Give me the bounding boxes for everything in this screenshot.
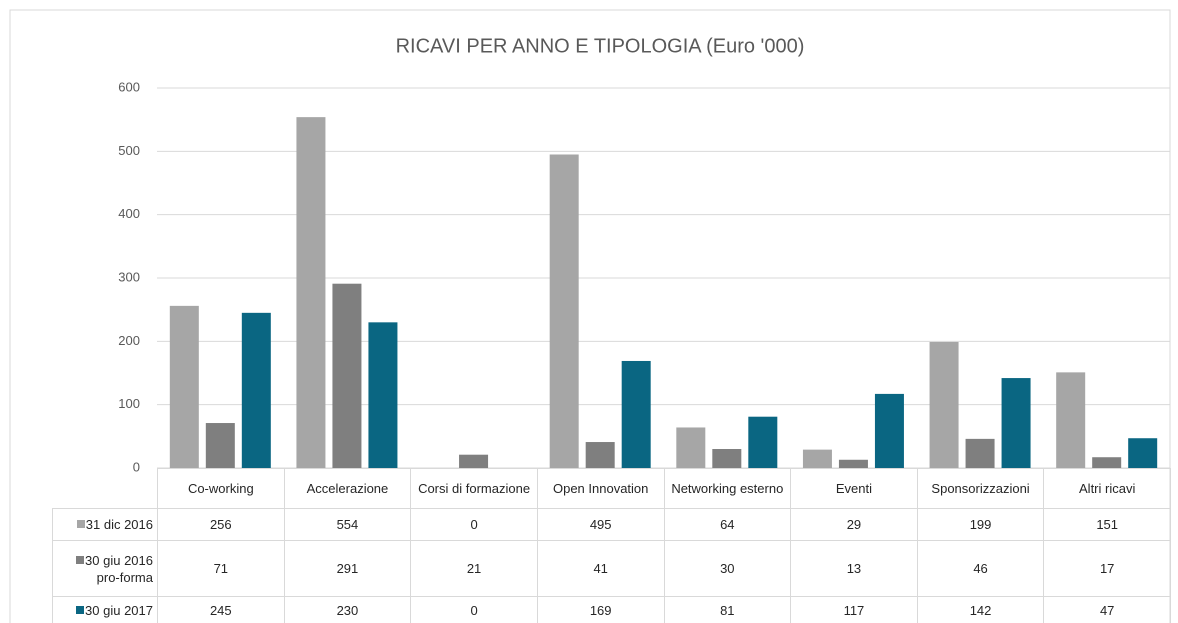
legend-label: 30 giu 2017 [85,602,153,618]
data-label: 13 [790,540,918,597]
legend-cell: 31 dic 2016 [52,508,158,541]
data-label: 554 [283,508,412,541]
data-label: 230 [283,596,412,623]
bar [965,438,995,468]
data-label: 30 [663,540,792,597]
bar [241,312,271,468]
table-row: 30 giu 2017 245 230 0 169 81 117 142 47 [52,596,1171,623]
y-tick-label: 100 [118,396,140,411]
data-label: 41 [536,540,665,597]
x-tick-label: Open Innovation [536,468,665,509]
data-label: 169 [536,596,665,623]
bar [929,341,959,468]
data-label: 495 [536,508,665,541]
table-row: 31 dic 2016 256 554 0 495 64 29 199 151 [52,508,1171,541]
bar [296,117,326,468]
legend-cell: 30 giu 2017 [52,596,158,623]
y-tick-label: 200 [118,333,140,348]
bar [802,449,832,468]
table-row: 30 giu 2016 pro-forma 71 291 21 41 30 13 46 17 [52,540,1171,597]
y-tick-label: 300 [118,269,140,284]
x-tick-label: Sponsorizzazioni [916,468,1045,509]
bar [585,442,615,468]
header-row: Co-working Accelerazione Corsi di formazio… [53,468,1171,509]
bar [712,449,742,468]
legend-key [76,520,85,528]
bar [1092,457,1122,468]
legend-label: 30 giu 2016 pro-forma [85,552,153,585]
legend-cell: 30 giu 2016 pro-forma [52,540,158,597]
data-label: 291 [283,540,412,597]
x-tick-label: Altri ricavi [1043,468,1171,509]
y-tick-label: 400 [118,206,140,221]
bar [1001,378,1031,468]
x-tick-label: Corsi di formazione [410,468,538,509]
data-label: 0 [410,508,538,541]
data-table: Co-working Accelerazione Corsi di formazio… [52,468,1171,623]
bar [459,454,489,468]
data-label: 256 [157,508,285,541]
bar [169,305,199,468]
bar [838,459,868,468]
bar [748,416,778,468]
data-label: 142 [916,596,1045,623]
data-label: 245 [157,596,285,623]
bar [549,154,579,468]
legend-key [76,605,85,614]
blank-cell [53,469,158,509]
bar [676,427,706,468]
x-tick-label: Co-working [157,468,285,509]
legend-label: 31 dic 2016 [85,517,153,532]
bar [874,393,904,468]
data-label: 64 [663,508,792,541]
data-label: 17 [1043,540,1171,597]
data-label: 29 [790,508,918,541]
data-label: 0 [410,596,538,623]
data-label: 151 [1043,508,1171,541]
bar [1128,438,1158,468]
data-label: 47 [1043,596,1171,623]
bar [368,322,398,468]
x-tick-label: Networking esterno [663,468,792,509]
y-tick-label: 500 [118,143,140,158]
bar [1056,372,1086,468]
bar [621,360,651,468]
x-tick-label: Eventi [790,468,918,509]
legend-key [76,555,85,564]
bar [205,423,235,468]
data-label: 81 [663,596,792,623]
data-label: 117 [790,596,918,623]
data-label: 199 [916,508,1045,541]
chart-border [9,9,1171,623]
data-label: 46 [916,540,1045,597]
bar [332,283,362,468]
y-tick-label: 0 [133,459,140,474]
x-tick-label: Accelerazione [283,468,412,509]
chart-title: RICAVI PER ANNO E TIPOLOGIA (Euro '000) [396,35,805,57]
data-label: 21 [410,540,538,597]
data-label: 71 [157,540,285,597]
y-tick-label: 600 [118,79,140,94]
